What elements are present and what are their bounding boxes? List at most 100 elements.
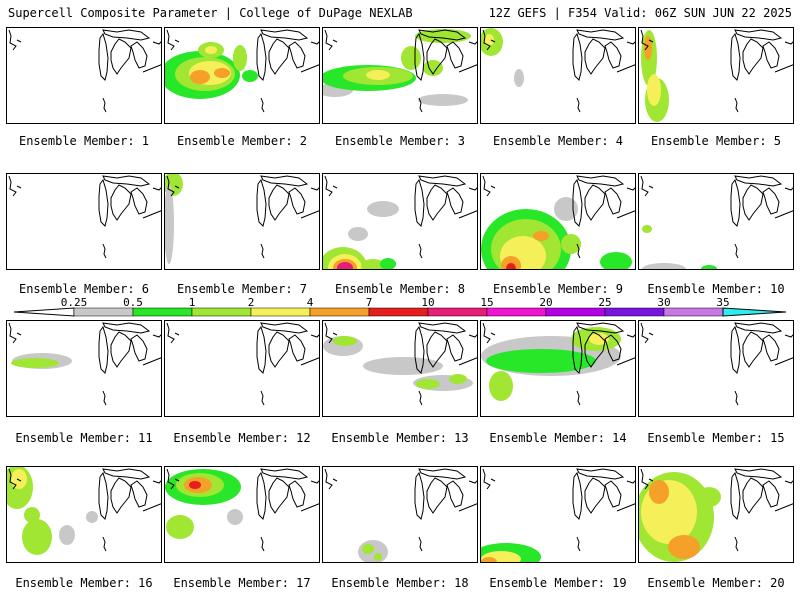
member-map-panel <box>480 27 636 124</box>
lake-outline <box>174 185 180 189</box>
colorbar-tick-label: 35 <box>716 296 729 309</box>
member-map <box>8 175 161 259</box>
colorbar-tick-label: 4 <box>307 296 314 309</box>
river-outline <box>260 243 265 259</box>
lake-outline <box>648 39 654 43</box>
lake-outline <box>16 185 22 189</box>
lake-ontario-outline <box>784 41 793 45</box>
scp-contour-region <box>561 234 581 254</box>
member-map-panel <box>480 320 636 417</box>
member-label: Ensemble Member: 2 <box>176 134 308 148</box>
lake-huron-outline <box>604 334 622 362</box>
lake-huron-outline <box>288 334 306 362</box>
scp-contour-region <box>233 45 247 71</box>
colorbar-tick-label: 0.25 <box>61 296 88 309</box>
state-border-outline <box>8 468 17 490</box>
member-map <box>166 322 319 406</box>
lake-huron-outline <box>762 187 780 215</box>
lake-superior-outline <box>418 29 467 41</box>
scp-contour-region <box>11 358 59 368</box>
state-border-outline <box>640 468 649 490</box>
lake-huron-outline <box>288 41 306 69</box>
scp-contour-region <box>501 256 521 269</box>
lake-michigan-outline <box>730 178 741 227</box>
colorbar-segment <box>191 307 252 317</box>
lake-ontario-outline <box>626 480 635 484</box>
scp-contour-region <box>374 553 382 561</box>
lake-erie-outline <box>458 64 477 73</box>
lake-michigan-outline <box>730 32 741 81</box>
lake-superior-outline <box>102 175 151 187</box>
river-outline <box>102 390 107 406</box>
scp-contour-region <box>165 184 174 264</box>
state-border-outline <box>166 29 175 51</box>
colorbar-segment <box>486 307 547 317</box>
lake-superior-outline <box>576 29 625 41</box>
lake-michigan-outline <box>98 471 109 520</box>
michigan-mitten-outline <box>268 38 290 75</box>
member-label: Ensemble Member: 19 <box>489 576 627 590</box>
colorbar-segment <box>73 307 134 317</box>
lake-ontario-outline <box>310 41 319 45</box>
lake-huron-outline <box>130 41 148 69</box>
river-outline <box>734 390 739 406</box>
lake-ontario-outline <box>310 480 319 484</box>
state-border-outline <box>8 175 17 197</box>
lake-michigan-outline <box>98 178 109 227</box>
member-map <box>323 29 477 113</box>
scp-contour-region <box>533 231 549 241</box>
scp-contour-region <box>668 535 700 559</box>
member-map <box>640 29 793 122</box>
colorbar-tick-label: 1 <box>189 296 196 309</box>
lake-superior-outline <box>734 468 783 480</box>
scp-contour-region <box>190 70 210 84</box>
lake-michigan-outline <box>98 325 109 374</box>
member-label: Ensemble Member: 11 <box>15 431 153 445</box>
lake-erie-outline <box>616 357 635 366</box>
member-label: Ensemble Member: 3 <box>334 134 466 148</box>
michigan-mitten-outline <box>426 38 448 75</box>
lake-michigan-outline <box>572 471 583 520</box>
lake-superior-outline <box>260 175 309 187</box>
michigan-mitten-outline <box>110 477 132 514</box>
lake-huron-outline <box>288 480 306 508</box>
lake-huron-outline <box>130 480 148 508</box>
lake-michigan-outline <box>414 471 425 520</box>
michigan-mitten-outline <box>110 331 132 368</box>
lake-huron-outline <box>446 480 464 508</box>
colorbar-segment <box>604 307 665 317</box>
river-outline <box>418 390 423 406</box>
state-border-outline <box>482 322 491 344</box>
lake-erie-outline <box>458 357 477 366</box>
lake-ontario-outline <box>152 187 161 191</box>
colorbar-tick-label: 25 <box>598 296 611 309</box>
river-outline <box>734 97 739 113</box>
member-map-panel <box>480 173 636 270</box>
state-border-outline <box>166 175 175 197</box>
scp-contour-region <box>418 94 468 106</box>
lake-ontario-outline <box>626 187 635 191</box>
lake-erie-outline <box>458 210 477 219</box>
lake-erie-outline <box>774 210 793 219</box>
member-map-panel <box>638 466 794 563</box>
michigan-mitten-outline <box>110 184 132 221</box>
member-map-panel <box>480 466 636 563</box>
michigan-mitten-outline <box>268 477 290 514</box>
lake-outline <box>174 478 180 482</box>
lake-superior-outline <box>102 29 151 41</box>
lake-superior-outline <box>102 322 151 334</box>
lake-outline <box>490 185 496 189</box>
member-map-panel <box>638 173 794 270</box>
lake-erie-outline <box>300 503 319 512</box>
member-label: Ensemble Member: 17 <box>173 576 311 590</box>
member-map-panel <box>638 27 794 124</box>
state-border-outline <box>482 175 491 197</box>
michigan-mitten-outline <box>742 38 764 75</box>
lake-outline <box>16 332 22 336</box>
state-border-outline <box>482 29 491 51</box>
lake-erie-outline <box>142 503 161 512</box>
member-map <box>7 467 161 555</box>
member-label: Ensemble Member: 4 <box>492 134 624 148</box>
lake-outline <box>332 332 338 336</box>
lake-superior-outline <box>576 322 625 334</box>
